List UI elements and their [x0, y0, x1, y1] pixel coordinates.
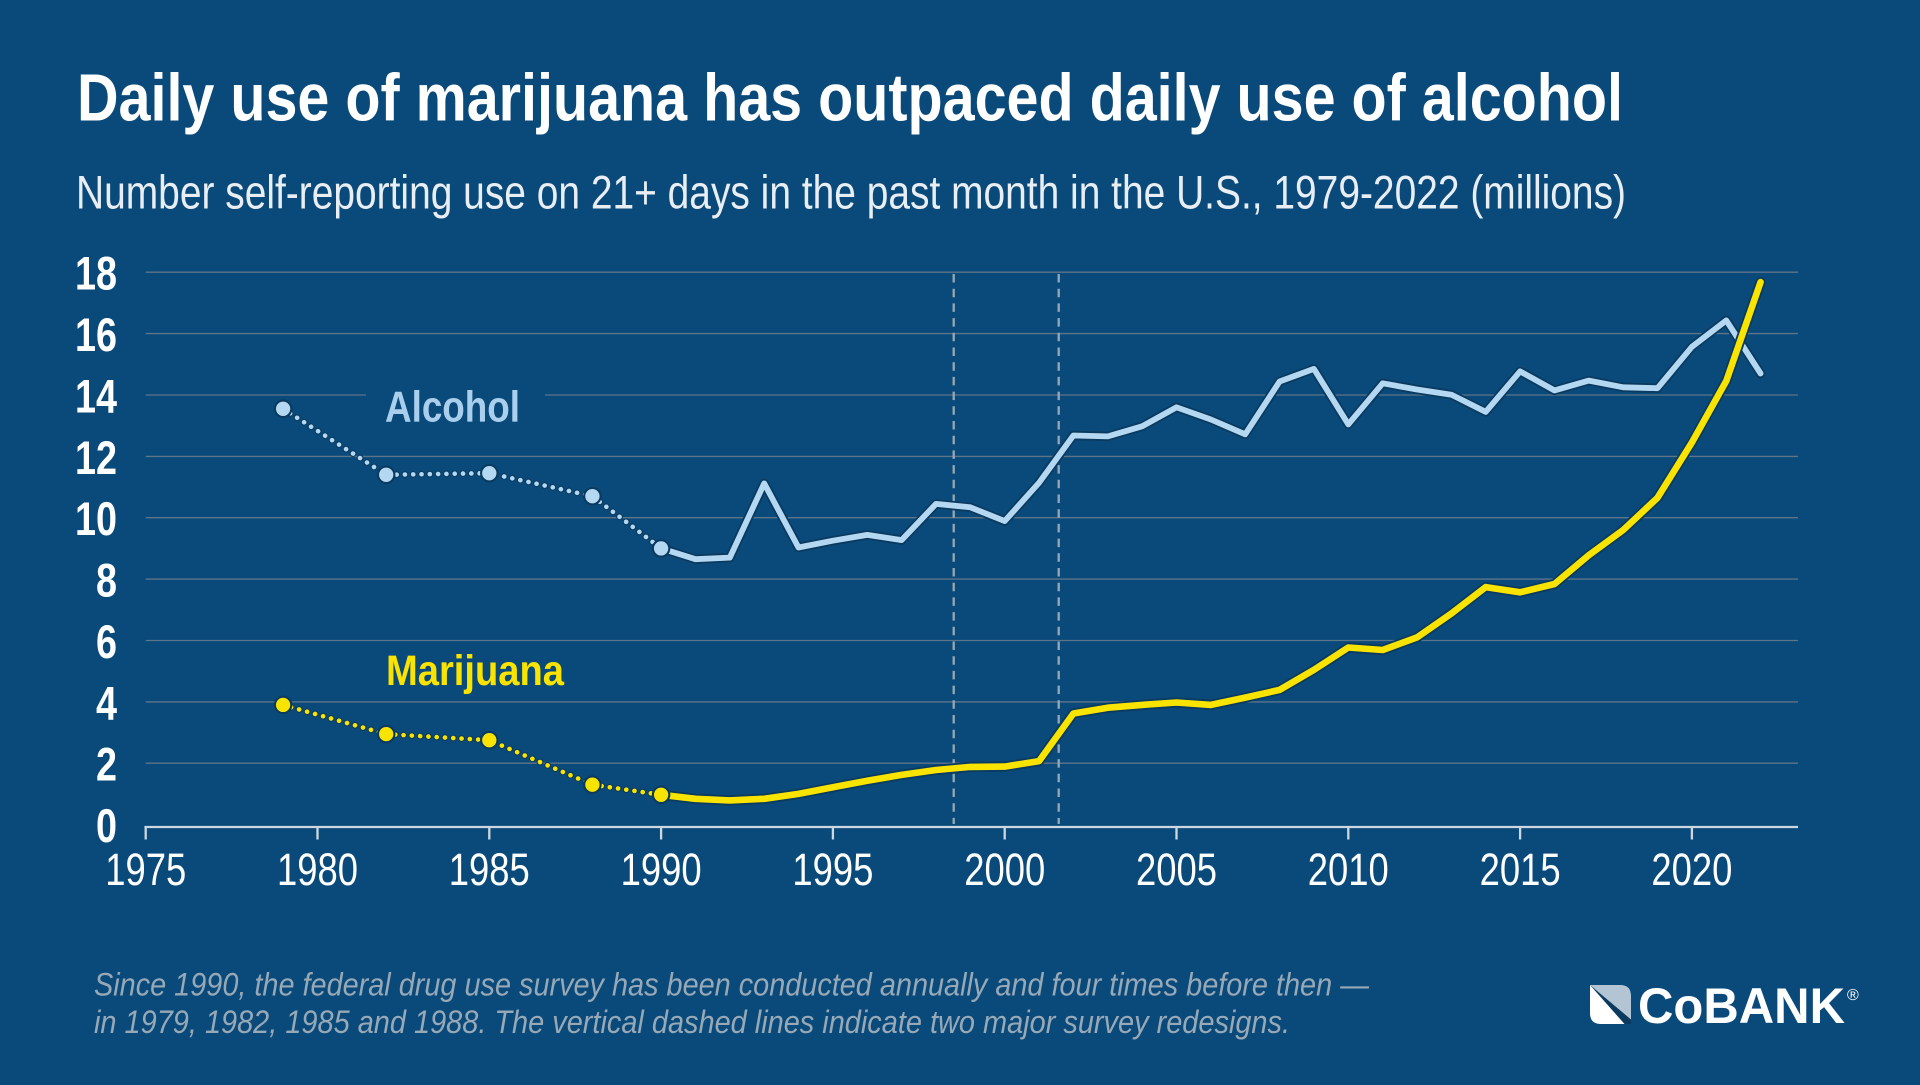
svg-text:1980: 1980: [277, 844, 358, 895]
svg-text:2000: 2000: [964, 844, 1045, 895]
svg-text:Alcohol: Alcohol: [385, 382, 520, 431]
svg-text:6: 6: [96, 615, 117, 668]
svg-text:0: 0: [96, 799, 117, 852]
svg-text:2: 2: [96, 738, 117, 791]
svg-text:4: 4: [96, 676, 117, 729]
svg-text:2010: 2010: [1308, 844, 1389, 895]
svg-text:CoBANK: CoBANK: [1638, 977, 1845, 1034]
svg-text:18: 18: [75, 247, 117, 300]
svg-text:1995: 1995: [792, 844, 873, 895]
svg-text:1975: 1975: [105, 844, 186, 895]
svg-text:8: 8: [96, 554, 117, 607]
svg-text:10: 10: [75, 492, 117, 545]
svg-text:12: 12: [75, 431, 117, 484]
svg-text:2020: 2020: [1651, 844, 1732, 895]
svg-text:2015: 2015: [1480, 844, 1561, 895]
svg-text:16: 16: [75, 308, 117, 361]
svg-text:Marijuana: Marijuana: [386, 647, 565, 695]
svg-text:1985: 1985: [449, 844, 530, 895]
svg-text:Number self-reporting use on 2: Number self-reporting use on 21+ days in…: [76, 166, 1626, 219]
svg-text:14: 14: [75, 370, 117, 423]
svg-text:1990: 1990: [621, 844, 702, 895]
svg-text:Daily use of marijuana has out: Daily use of marijuana has outpaced dail…: [77, 61, 1623, 136]
svg-text:®: ®: [1847, 987, 1859, 1004]
svg-text:2005: 2005: [1136, 844, 1217, 895]
svg-text:Since 1990, the federal drug u: Since 1990, the federal drug use survey …: [94, 967, 1369, 1003]
svg-text:in 1979, 1982, 1985 and 1988.: in 1979, 1982, 1985 and 1988. The vertic…: [94, 1004, 1290, 1040]
